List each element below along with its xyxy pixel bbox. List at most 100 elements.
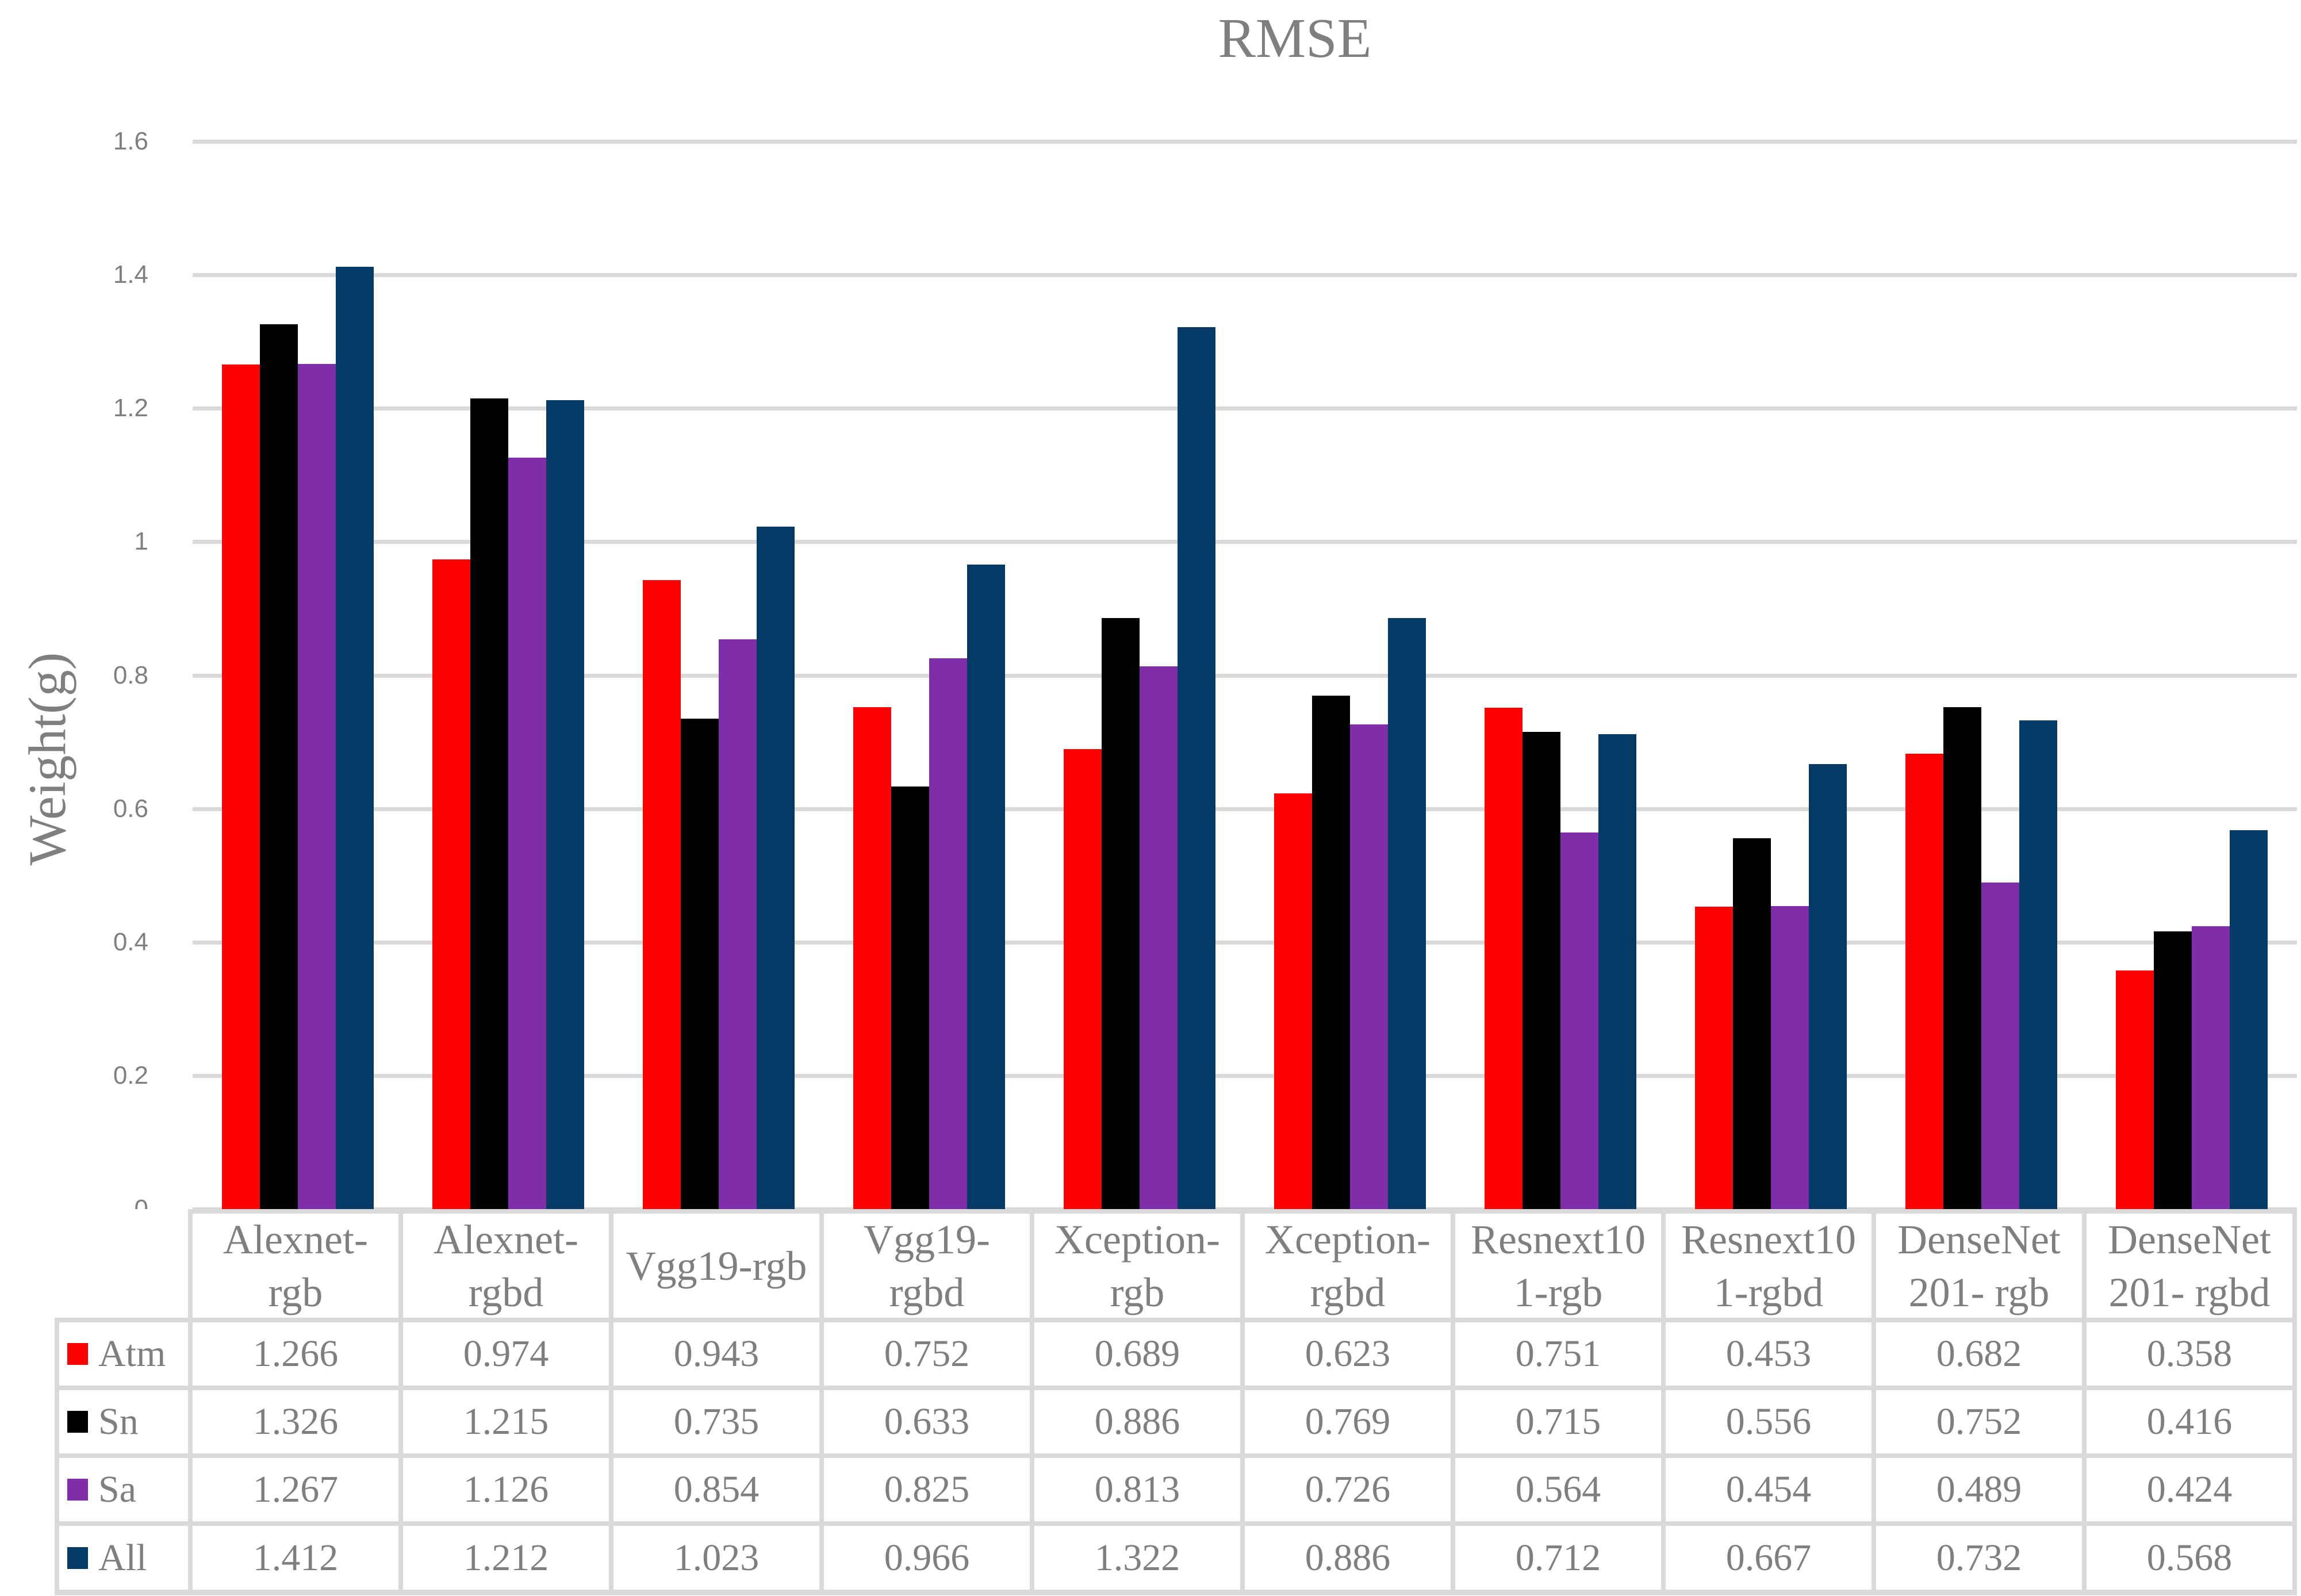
legend-cell-all: All xyxy=(55,1526,193,1595)
bar-sn-xception-rgbd xyxy=(1312,696,1350,1209)
bar-all-xception-rgb xyxy=(1178,327,1215,1209)
category-header-line: 1-rgbd xyxy=(1713,1269,1824,1315)
cluster-xception-rgbd xyxy=(1245,141,1455,1209)
value-cell-sa-resnext101-rgbd: 0.454 xyxy=(1666,1458,1876,1526)
bar-atm-xception-rgb xyxy=(1064,749,1102,1209)
bar-all-densenet201-rgb xyxy=(2019,720,2057,1209)
category-header-xception-rgbd: Xception-rgbd xyxy=(1245,1209,1455,1322)
bar-atm-densenet201-rgbd xyxy=(2116,970,2154,1209)
gridline-0.8 xyxy=(193,673,2297,678)
value-cell-atm-alexnet-rgb: 1.266 xyxy=(193,1322,403,1390)
value-cell-sn-alexnet-rgb: 1.326 xyxy=(193,1390,403,1458)
value-cell-sn-resnext101-rgbd: 0.556 xyxy=(1666,1390,1876,1458)
bar-atm-resnext101-rgb xyxy=(1485,708,1523,1209)
cluster-vgg19-rgbd xyxy=(824,141,1034,1209)
category-header-alexnet-rgb: Alexnet-rgb xyxy=(193,1209,403,1322)
bar-sa-resnext101-rgbd xyxy=(1771,906,1809,1209)
category-header-line: rgb xyxy=(268,1269,323,1315)
value-cell-all-vgg19-rgbd: 0.966 xyxy=(824,1526,1034,1595)
bar-all-densenet201-rgbd xyxy=(2230,830,2268,1209)
value-cell-atm-xception-rgbd: 0.623 xyxy=(1245,1322,1455,1390)
category-header-resnext101-rgb: Resnext10 1-rgb xyxy=(1455,1209,1666,1322)
category-header-line: 201- rgbd xyxy=(2108,1269,2271,1315)
bar-sn-vgg19-rgb xyxy=(681,718,719,1209)
y-tick-label-0.8: 0.8 xyxy=(113,661,148,689)
value-cell-sn-xception-rgbd: 0.769 xyxy=(1245,1390,1455,1458)
value-cell-all-xception-rgb: 1.322 xyxy=(1034,1526,1245,1595)
category-header-line: Alexnet- xyxy=(434,1216,578,1263)
category-header-densenet201-rgb: DenseNet 201- rgb xyxy=(1876,1209,2087,1322)
bar-sn-xception-rgb xyxy=(1102,617,1140,1209)
bar-atm-xception-rgbd xyxy=(1274,793,1312,1209)
y-tick-label-1.6: 1.6 xyxy=(113,127,148,155)
y-tick-label-1.2: 1.2 xyxy=(113,394,148,423)
bar-sa-vgg19-rgbd xyxy=(929,658,967,1209)
value-cell-sn-xception-rgb: 0.886 xyxy=(1034,1390,1245,1458)
bar-sn-alexnet-rgb xyxy=(260,324,298,1209)
gridline-0.6 xyxy=(193,807,2297,811)
category-header-line: DenseNet xyxy=(1897,1216,2061,1263)
value-cell-all-resnext101-rgb: 0.712 xyxy=(1455,1526,1666,1595)
bar-sn-densenet201-rgb xyxy=(1943,707,1981,1209)
bar-all-resnext101-rgbd xyxy=(1809,764,1847,1209)
legend-swatch-sa xyxy=(67,1479,88,1501)
bar-sa-densenet201-rgb xyxy=(1981,883,2019,1209)
gridline-0.2 xyxy=(193,1073,2297,1078)
value-cell-all-resnext101-rgbd: 0.667 xyxy=(1666,1526,1876,1595)
category-header-line: Alexnet- xyxy=(223,1216,368,1263)
category-header-line: rgbd xyxy=(889,1269,965,1315)
plot-area xyxy=(193,140,2297,1211)
value-cell-all-vgg19-rgb: 1.023 xyxy=(613,1526,824,1595)
bar-sa-xception-rgbd xyxy=(1350,724,1388,1209)
category-header-vgg19-rgb: Vgg19-rgb xyxy=(613,1209,824,1322)
bar-sn-alexnet-rgbd xyxy=(470,398,508,1209)
data-table: Alexnet-rgb Alexnet-rgbd Vgg19-rgb Vgg19- rg… xyxy=(55,1209,2297,1595)
bar-all-vgg19-rgb xyxy=(757,526,795,1209)
value-cell-all-alexnet-rgb: 1.412 xyxy=(193,1526,403,1595)
cluster-densenet201-rgbd xyxy=(2087,141,2297,1209)
legend-cell-atm: Atm xyxy=(55,1322,193,1390)
cluster-densenet201-rgb xyxy=(1876,141,2087,1209)
gridline-0.4 xyxy=(193,940,2297,945)
bar-all-alexnet-rgb xyxy=(336,267,374,1209)
category-header-vgg19-rgbd: Vgg19- rgbd xyxy=(824,1209,1034,1322)
y-tick-label-0.4: 0.4 xyxy=(113,927,148,956)
legend-label-sn: Sn xyxy=(98,1401,139,1442)
bar-all-vgg19-rgbd xyxy=(967,564,1005,1209)
value-cell-sa-xception-rgbd: 0.726 xyxy=(1245,1458,1455,1526)
category-header-line: rgbd xyxy=(1310,1269,1386,1315)
gridline-1.4 xyxy=(193,273,2297,278)
value-cell-all-densenet201-rgb: 0.732 xyxy=(1876,1526,2087,1595)
value-cell-sa-xception-rgb: 0.813 xyxy=(1034,1458,1245,1526)
bar-sa-alexnet-rgbd xyxy=(508,458,546,1209)
bar-sn-densenet201-rgbd xyxy=(2154,931,2192,1209)
y-tick-label-0.6: 0.6 xyxy=(113,794,148,823)
category-header-line: rgbd xyxy=(468,1269,544,1315)
value-cell-all-densenet201-rgbd: 0.568 xyxy=(2087,1526,2297,1595)
table-corner-cell xyxy=(55,1209,193,1322)
value-cell-sa-densenet201-rgbd: 0.424 xyxy=(2087,1458,2297,1526)
category-header-line: 201- rgb xyxy=(1908,1269,2050,1315)
value-cell-all-xception-rgbd: 0.886 xyxy=(1245,1526,1455,1595)
cluster-xception-rgb xyxy=(1034,141,1245,1209)
bar-all-alexnet-rgbd xyxy=(546,400,584,1209)
value-cell-sa-alexnet-rgb: 1.267 xyxy=(193,1458,403,1526)
value-cell-sa-vgg19-rgbd: 0.825 xyxy=(824,1458,1034,1526)
value-cell-sn-densenet201-rgb: 0.752 xyxy=(1876,1390,2087,1458)
bar-sa-vgg19-rgb xyxy=(719,639,757,1209)
bar-sa-densenet201-rgbd xyxy=(2192,926,2230,1209)
category-header-alexnet-rgbd: Alexnet-rgbd xyxy=(403,1209,613,1322)
bar-atm-vgg19-rgbd xyxy=(853,707,891,1209)
legend-swatch-sn xyxy=(67,1411,88,1433)
y-tick-label-1: 1 xyxy=(134,527,148,556)
bar-all-resnext101-rgb xyxy=(1598,734,1636,1209)
category-header-line: Vgg19-rgb xyxy=(626,1242,807,1289)
category-header-line: Resnext10 xyxy=(1471,1216,1646,1263)
legend-cell-sn: Sn xyxy=(55,1390,193,1458)
category-header-line: 1-rgb xyxy=(1513,1269,1603,1315)
cluster-resnext101-rgbd xyxy=(1666,141,1876,1209)
legend-swatch-all xyxy=(67,1547,88,1569)
category-header-densenet201-rgbd: DenseNet 201- rgbd xyxy=(2087,1209,2297,1322)
value-cell-sn-resnext101-rgb: 0.715 xyxy=(1455,1390,1666,1458)
legend-label-all: All xyxy=(98,1536,147,1579)
